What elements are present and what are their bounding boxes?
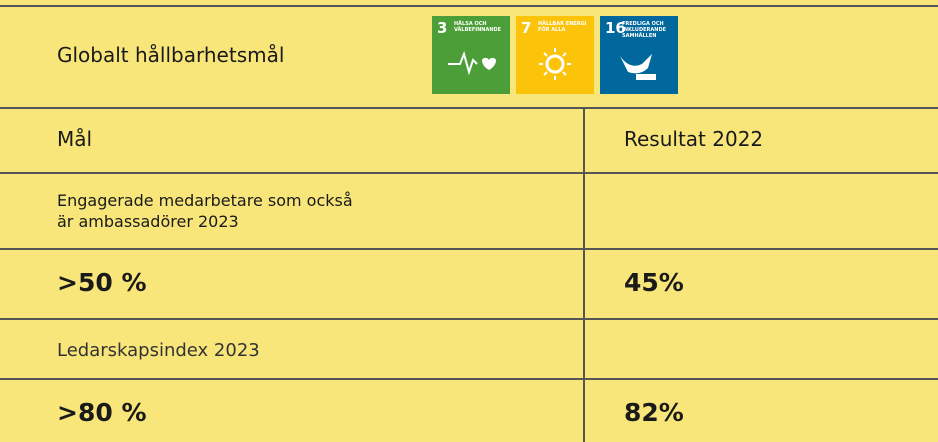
rule <box>0 318 938 320</box>
sdg-number: 3 <box>437 19 448 37</box>
sdg-icon: 7 HÅLLBAR ENERGI FÖR ALLA <box>516 16 594 94</box>
column-divider <box>583 107 585 442</box>
sdg-symbol <box>448 50 496 76</box>
goal-target: >50 % <box>57 268 147 297</box>
sdg-symbol <box>539 48 571 80</box>
rule <box>0 172 938 174</box>
column-header: Resultat 2022 <box>624 127 764 151</box>
sdg-symbol <box>620 54 656 80</box>
rule <box>0 378 938 380</box>
column-header: Mål <box>57 127 93 151</box>
goal-description: Engagerade medarbetare som också är amba… <box>57 190 353 232</box>
text-line: Engagerade medarbetare som också <box>57 191 353 210</box>
rule <box>0 248 938 250</box>
text-line: är ambassadörer 2023 <box>57 212 239 231</box>
text-line: Ledarskapsindex 2023 <box>57 340 260 361</box>
sdg-label: HÄLSA OCH VÄLBEFINNANDE <box>454 21 502 33</box>
sdg-icon: 16 FREDLIGA OCH INKLUDERANDE SAMHÄLLEN <box>600 16 678 94</box>
sdg-label: HÅLLBAR ENERGI FÖR ALLA <box>538 21 587 33</box>
header-title: Globalt hållbarhetsmål <box>57 43 285 67</box>
sdg-number: 7 <box>521 19 532 37</box>
goal-result: 82% <box>624 398 684 427</box>
goal-result: 45% <box>624 268 684 297</box>
sdg-label: FREDLIGA OCH INKLUDERANDE SAMHÄLLEN <box>622 21 667 39</box>
rule <box>0 5 938 7</box>
goal-target: >80 % <box>57 398 147 427</box>
sdg-icon: 3 HÄLSA OCH VÄLBEFINNANDE <box>432 16 510 94</box>
sdg-number: 16 <box>605 19 626 37</box>
goal-description: Ledarskapsindex 2023 <box>57 340 260 361</box>
rule <box>0 107 938 109</box>
